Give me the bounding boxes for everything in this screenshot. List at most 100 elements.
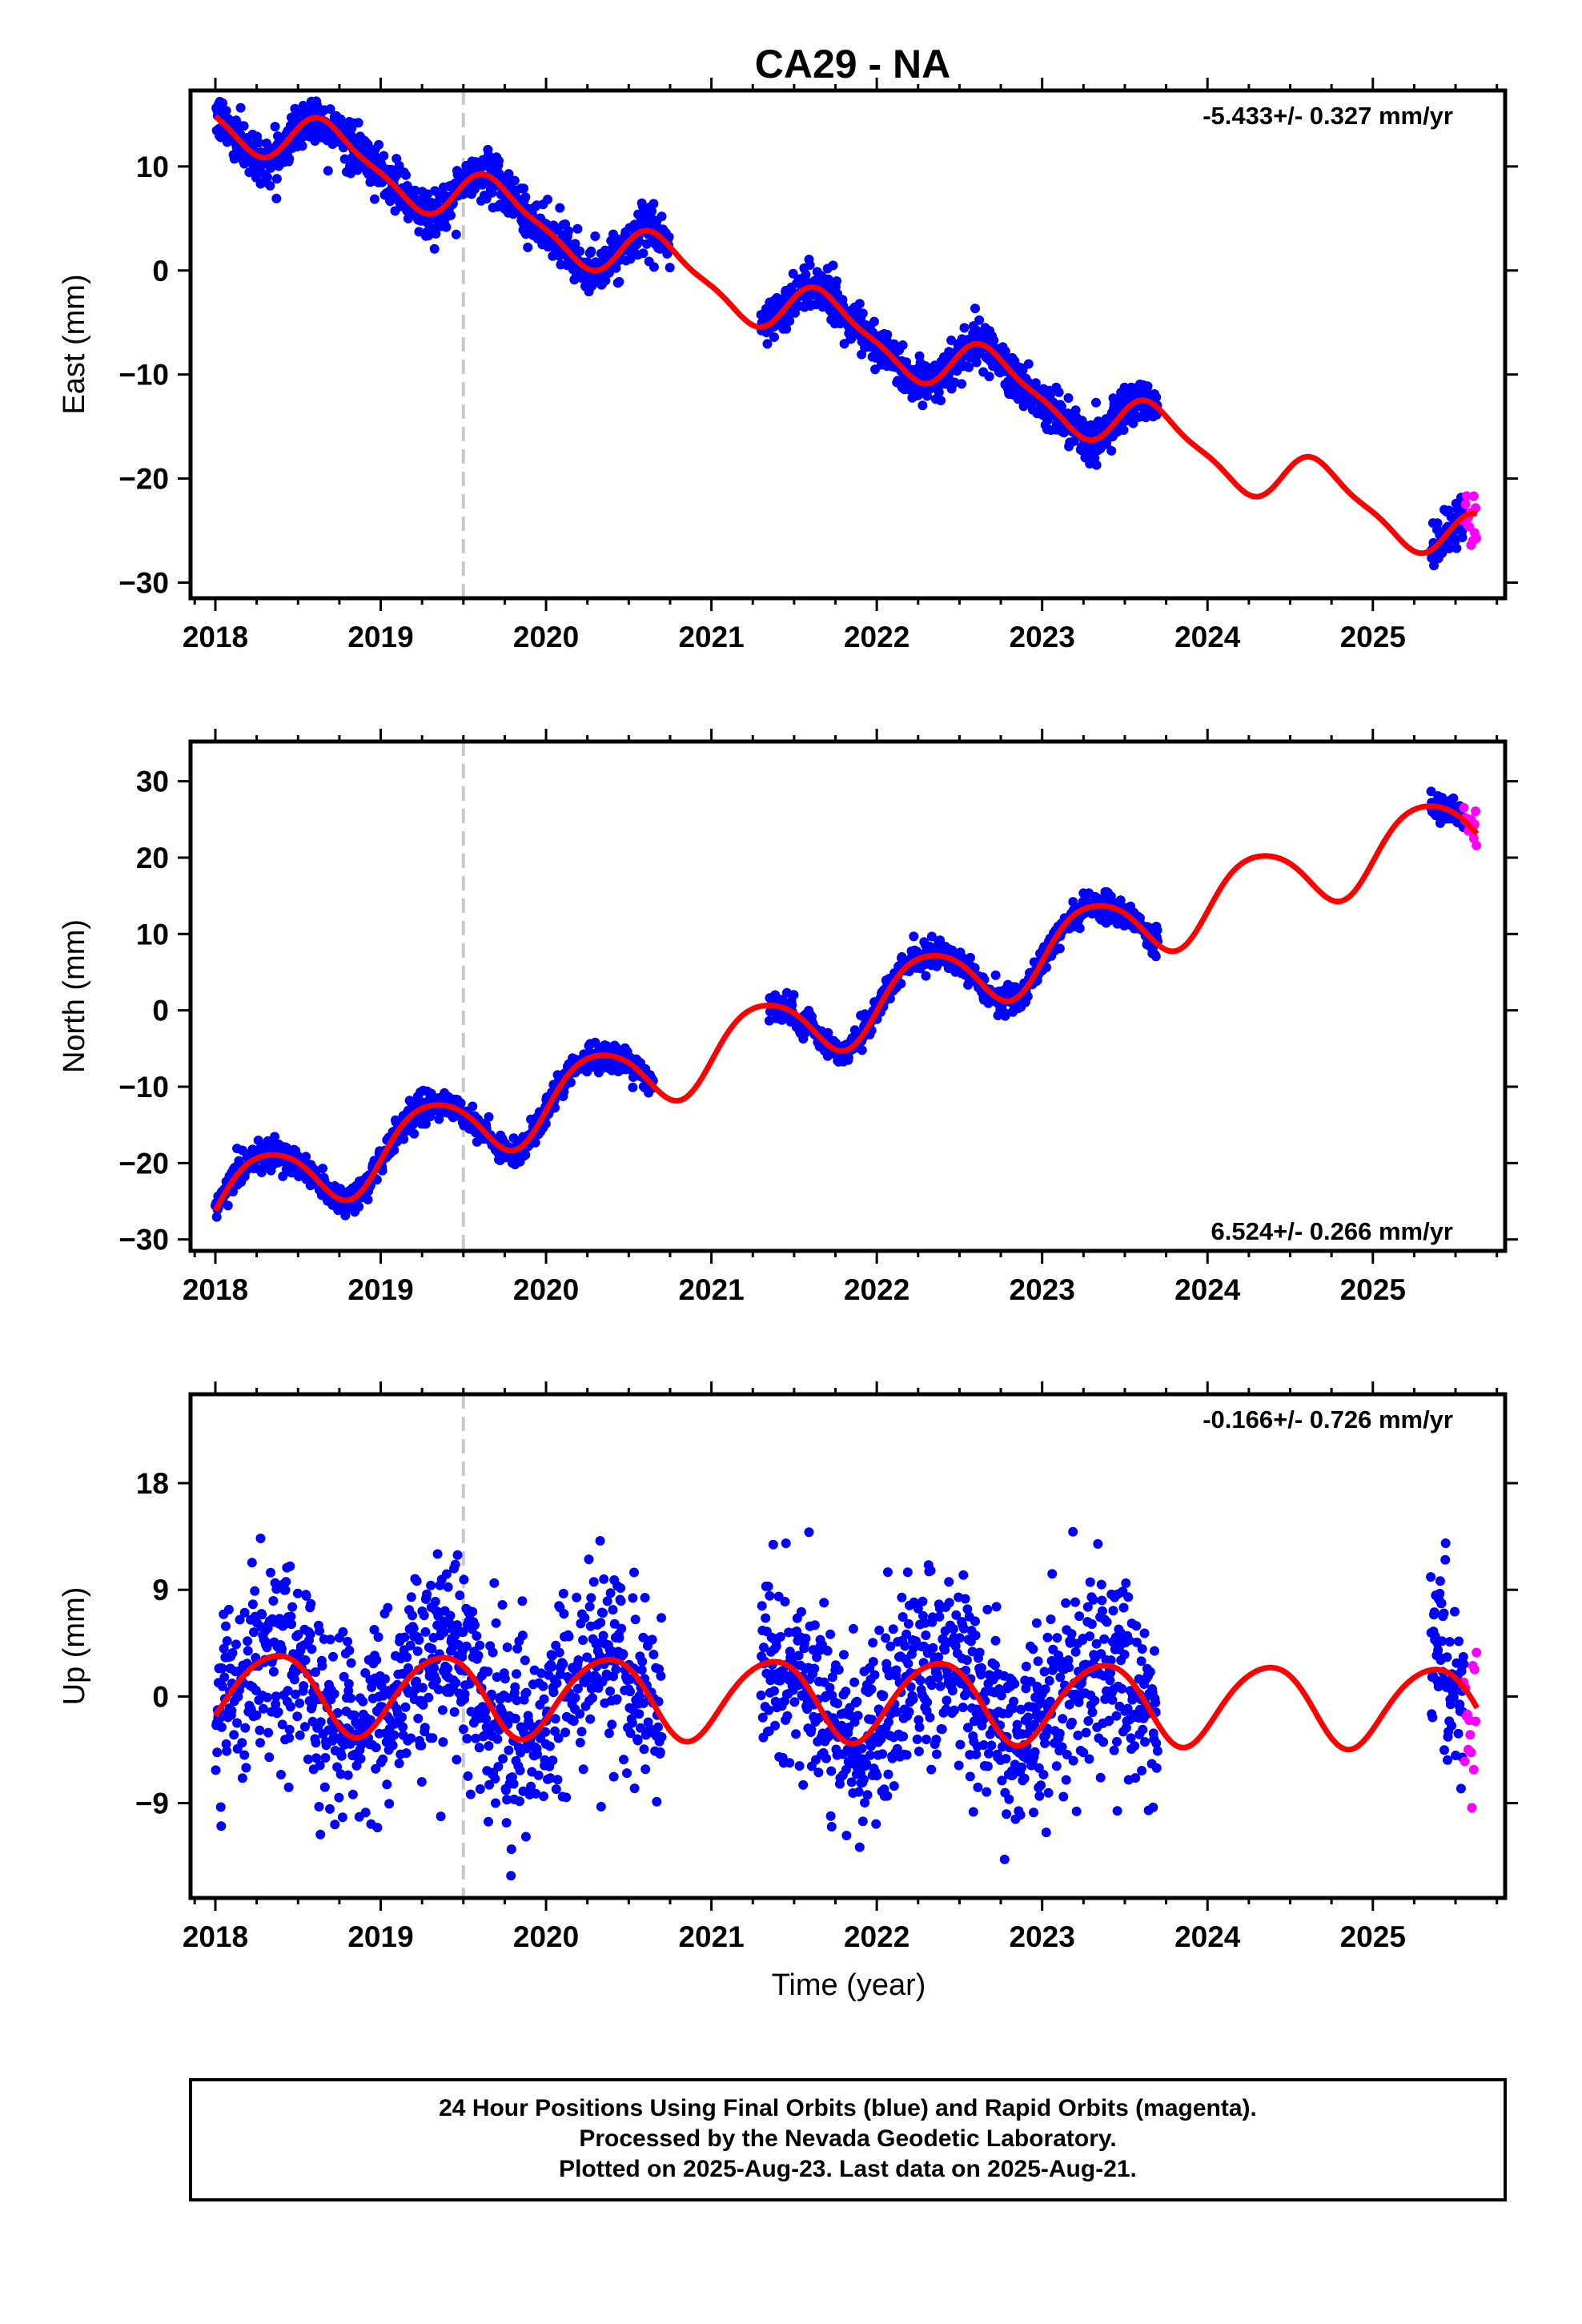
final-point	[270, 122, 280, 132]
final-point	[628, 1082, 638, 1092]
final-point	[602, 1596, 612, 1606]
final-point	[526, 1781, 536, 1791]
final-point	[588, 1693, 597, 1703]
final-point	[926, 931, 937, 942]
final-point	[363, 139, 373, 150]
final-point	[789, 1697, 800, 1707]
final-point	[387, 1740, 398, 1751]
final-point	[360, 1807, 371, 1818]
final-point	[770, 1720, 781, 1731]
final-point	[622, 1768, 632, 1779]
final-point	[377, 1165, 387, 1176]
final-point	[762, 339, 773, 349]
final-point	[428, 1733, 438, 1743]
final-point	[942, 1695, 952, 1706]
final-point	[1448, 793, 1459, 803]
final-point	[634, 1691, 644, 1701]
final-point	[793, 1651, 804, 1661]
final-point	[627, 1718, 637, 1728]
final-point	[452, 1755, 462, 1765]
final-point	[492, 1672, 502, 1683]
final-point	[819, 1598, 829, 1608]
final-point	[570, 239, 580, 249]
final-point	[458, 1627, 468, 1638]
final-point	[501, 1818, 512, 1828]
final-point	[813, 1767, 824, 1778]
final-point	[450, 1559, 460, 1570]
x-tick-label: 2019	[347, 1273, 413, 1306]
final-point	[858, 1775, 869, 1785]
final-point	[598, 1630, 608, 1641]
final-point	[841, 1831, 852, 1840]
final-point	[318, 1164, 327, 1174]
final-point	[854, 1842, 865, 1852]
final-point	[283, 1782, 294, 1792]
final-point	[401, 1748, 412, 1759]
final-point	[275, 1614, 285, 1624]
final-point	[332, 1708, 343, 1718]
final-point	[625, 1687, 635, 1697]
final-point	[372, 1823, 383, 1833]
final-point	[384, 1799, 395, 1809]
final-point	[441, 1569, 452, 1579]
final-point	[636, 1665, 647, 1675]
final-point	[769, 1686, 779, 1696]
final-point	[598, 1608, 608, 1618]
final-point	[325, 1803, 335, 1814]
final-point	[934, 1611, 945, 1622]
final-point	[284, 1724, 295, 1735]
final-point	[640, 1593, 650, 1602]
final-point	[471, 1733, 481, 1743]
final-point	[470, 1620, 480, 1630]
final-point	[325, 1634, 335, 1645]
final-point	[271, 174, 282, 184]
final-point	[585, 1714, 596, 1724]
final-point	[578, 1635, 588, 1645]
final-point	[909, 931, 919, 942]
final-point	[353, 118, 363, 128]
final-point	[360, 1668, 371, 1678]
final-point	[954, 1633, 965, 1643]
rapid-point	[1471, 503, 1481, 513]
final-point	[412, 1676, 422, 1687]
final-point	[484, 1112, 494, 1122]
final-point	[656, 1732, 667, 1742]
final-point	[287, 1619, 296, 1630]
final-point	[785, 1758, 795, 1768]
final-point	[497, 1600, 508, 1610]
final-point	[638, 248, 648, 259]
final-point	[254, 138, 264, 148]
rapid-point	[1472, 840, 1482, 850]
final-point	[489, 1578, 500, 1588]
final-point	[276, 1770, 286, 1779]
final-point	[295, 1698, 305, 1708]
final-point	[277, 1719, 287, 1730]
final-point	[794, 1761, 805, 1771]
final-point	[211, 1212, 222, 1222]
final-point	[612, 1694, 622, 1704]
final-point	[521, 1687, 532, 1698]
up-panel: 2018 2019 2020 2021 2022 2023 2024 20251890−9Up…	[58, 1381, 1518, 1953]
final-point	[608, 1605, 618, 1615]
final-point	[320, 1753, 331, 1763]
final-point	[540, 1727, 551, 1737]
final-point	[271, 193, 282, 203]
final-point	[306, 1598, 316, 1609]
final-point	[763, 1582, 773, 1591]
rapid-point	[1460, 499, 1471, 509]
final-point	[409, 1128, 420, 1139]
final-point	[389, 1730, 400, 1740]
final-point	[1091, 397, 1101, 408]
final-point	[523, 242, 533, 252]
final-point	[251, 1710, 262, 1720]
final-point	[809, 1663, 820, 1674]
final-point	[512, 1669, 521, 1679]
final-point	[520, 1150, 531, 1160]
final-point	[966, 952, 975, 963]
final-point	[486, 1689, 496, 1699]
x-tick-label: 2024	[1174, 621, 1241, 653]
final-point	[436, 1811, 446, 1822]
final-point	[1068, 897, 1078, 907]
final-point	[868, 1638, 878, 1648]
final-point	[582, 1652, 592, 1663]
